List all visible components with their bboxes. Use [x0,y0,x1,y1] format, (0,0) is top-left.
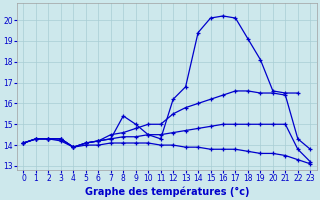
X-axis label: Graphe des températures (°c): Graphe des températures (°c) [85,186,249,197]
